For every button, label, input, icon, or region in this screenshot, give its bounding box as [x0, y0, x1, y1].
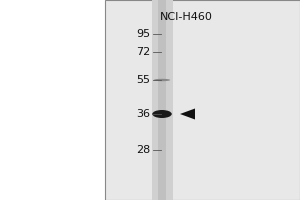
Ellipse shape — [154, 79, 170, 81]
Text: 95: 95 — [136, 29, 150, 39]
Text: NCI-H460: NCI-H460 — [160, 12, 212, 22]
Ellipse shape — [152, 110, 172, 118]
Polygon shape — [180, 108, 195, 119]
Text: 36: 36 — [136, 109, 150, 119]
Bar — [105, 0, 300, 200]
Bar — [158, 0, 166, 200]
Text: 28: 28 — [136, 145, 150, 155]
Text: 55: 55 — [136, 75, 150, 85]
Bar — [152, 0, 172, 200]
Text: 72: 72 — [136, 47, 150, 57]
